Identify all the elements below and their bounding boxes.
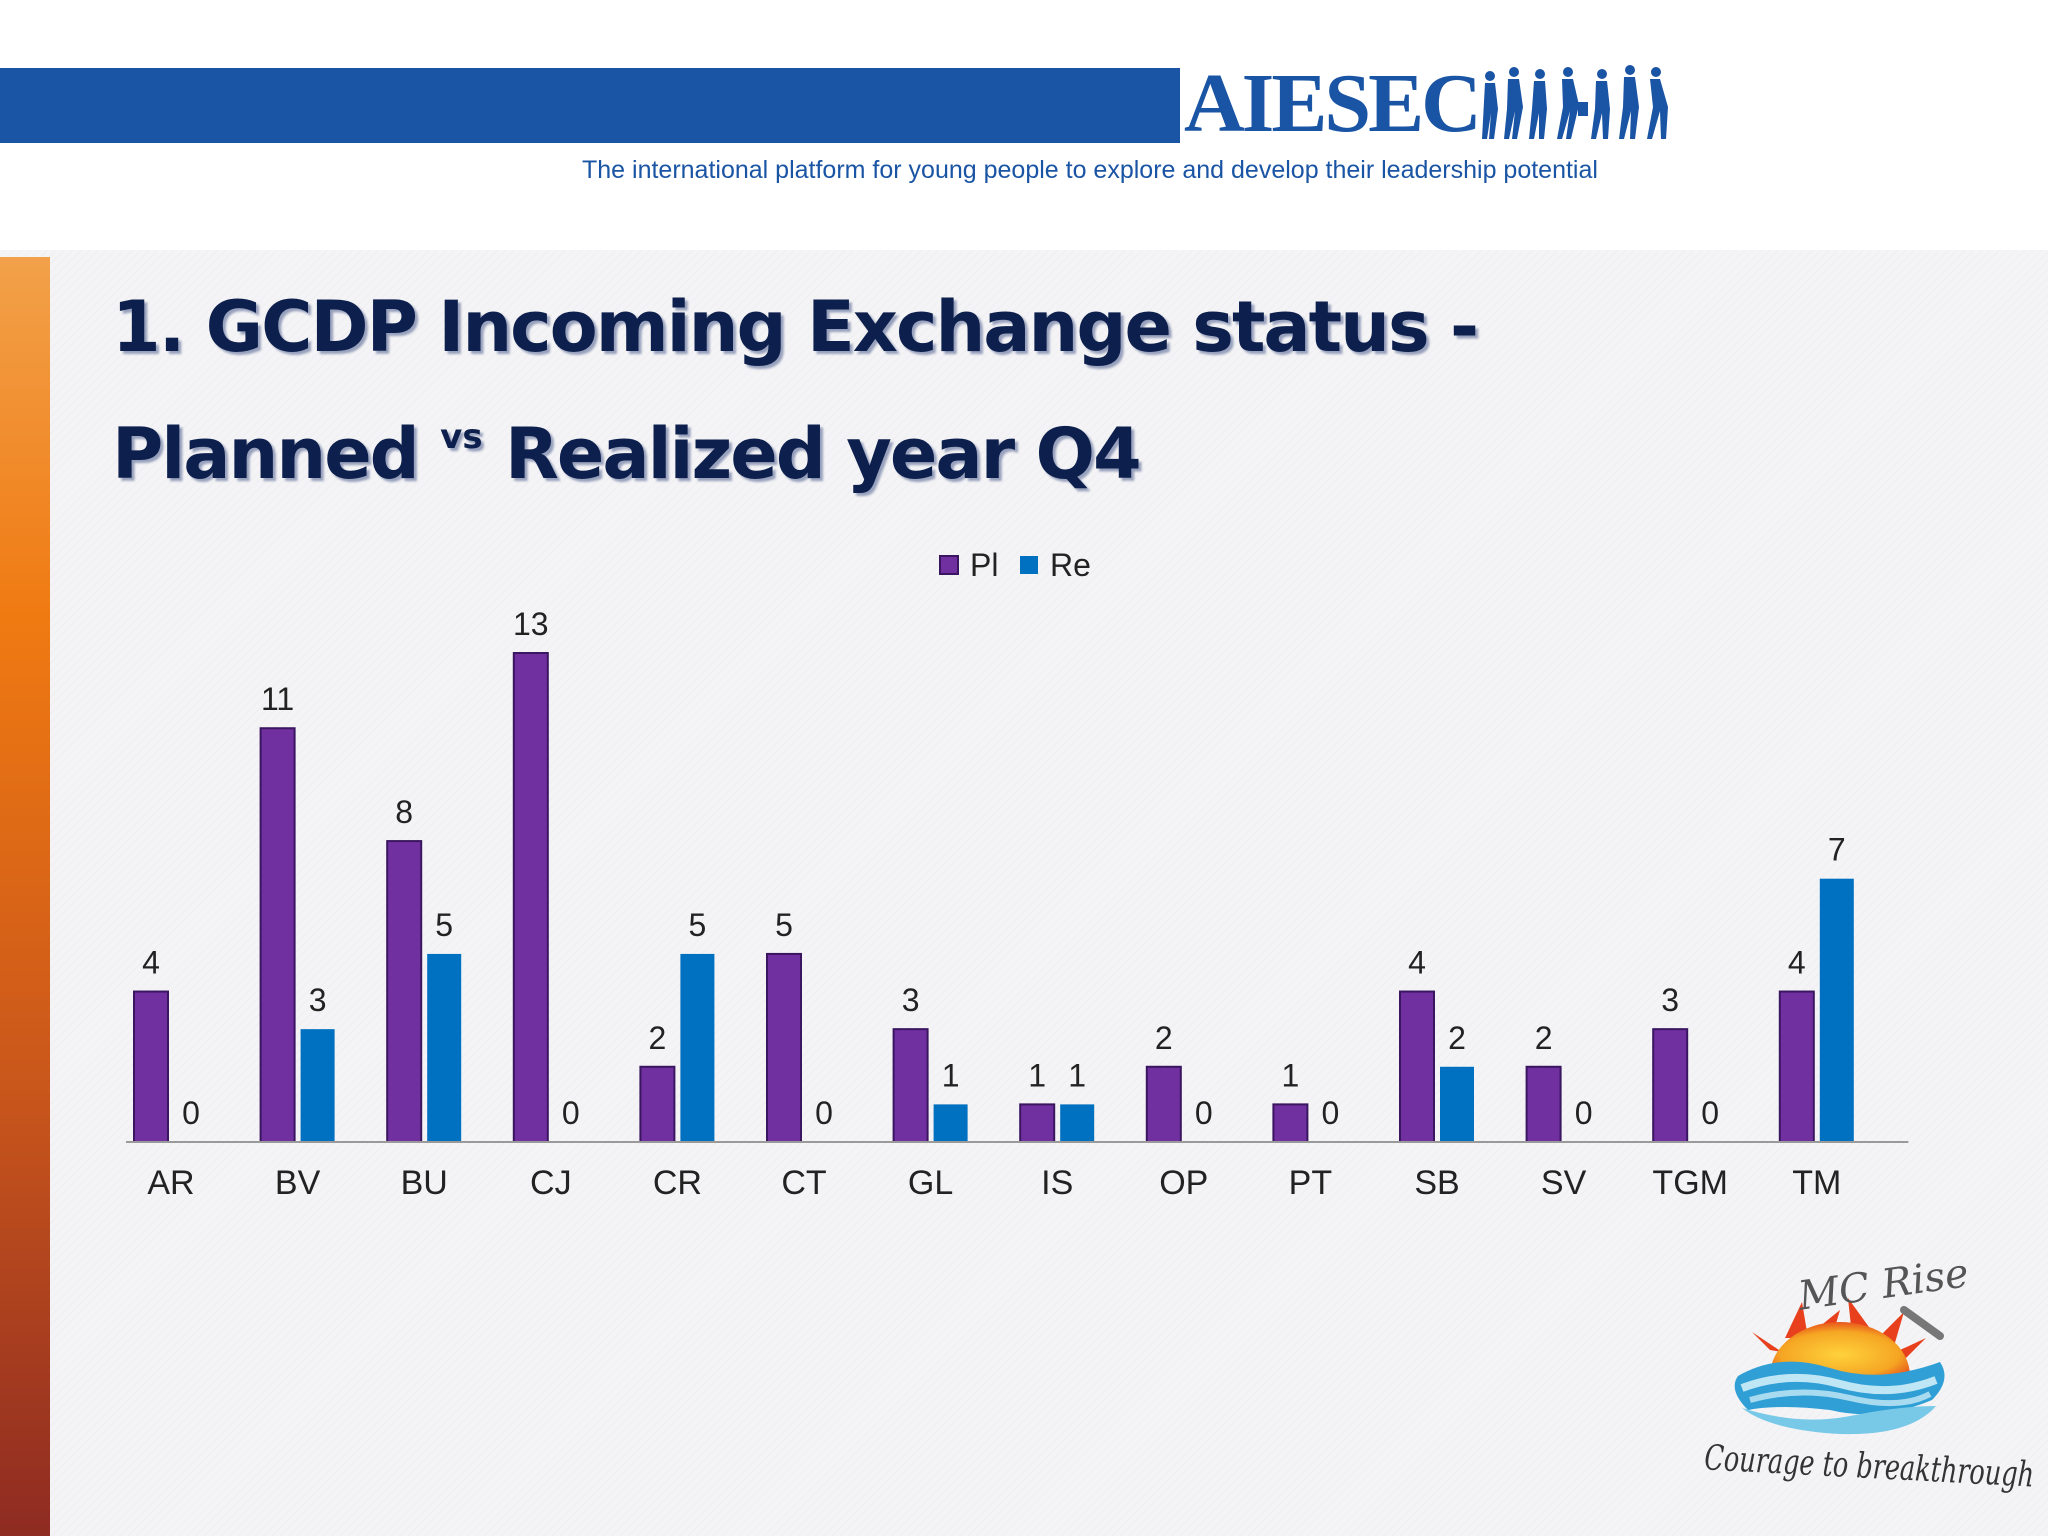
data-label-pl-pt: 1: [1282, 1057, 1300, 1093]
x-tick-label-pt: PT: [1289, 1164, 1332, 1202]
bar-re-sb: [1440, 1066, 1474, 1142]
bar-pl-ct: [766, 952, 802, 1144]
data-label-re-cr: 5: [689, 907, 707, 943]
data-label-pl-gl: 3: [902, 982, 920, 1018]
legend-label-re: Re: [1050, 547, 1091, 583]
bar-re-bv: [300, 1029, 335, 1142]
data-label-pl-ar: 4: [142, 945, 160, 981]
x-tick-label-is: IS: [1041, 1164, 1073, 1202]
data-label-re-gl: 1: [942, 1057, 960, 1093]
bar-pl-tm: [1778, 990, 1815, 1143]
logo-background: [1180, 62, 1670, 146]
bar-pl-sv: [1525, 1065, 1562, 1144]
data-label-re-is: 1: [1068, 1057, 1086, 1093]
data-label-pl-sb: 4: [1408, 945, 1426, 981]
data-label-re-sv: 0: [1575, 1095, 1593, 1131]
data-label-re-ct: 0: [815, 1095, 833, 1131]
data-label-re-cj: 0: [562, 1095, 580, 1131]
data-label-pl-ct: 5: [775, 907, 793, 943]
x-tick-label-cr: CR: [653, 1164, 702, 1202]
data-label-pl-tgm: 3: [1661, 982, 1679, 1018]
bar-pl-gl: [892, 1028, 929, 1143]
data-label-re-bu: 5: [435, 907, 453, 943]
title-line-1: 1. GCDP Incoming Exchange status -: [112, 286, 1479, 368]
legend-label-pl: Pl: [970, 547, 998, 583]
data-label-pl-cj: 13: [513, 606, 549, 642]
bar-pl-cr: [639, 1065, 676, 1144]
badge-slogan: Courage to breakthrough: [1703, 1438, 2035, 1495]
data-label-re-tgm: 0: [1701, 1095, 1719, 1131]
bar-re-is: [1060, 1104, 1095, 1142]
slide-title: 1. GCDP Incoming Exchange status - Plann…: [112, 272, 1612, 509]
data-label-pl-bu: 8: [395, 794, 413, 830]
bar-pl-op: [1145, 1065, 1182, 1144]
data-label-re-pt: 0: [1322, 1095, 1340, 1131]
bar-re-tm: [1819, 878, 1854, 1142]
bar-pl-sb: [1399, 990, 1435, 1143]
bar-pl-pt: [1272, 1103, 1309, 1144]
data-label-pl-op: 2: [1155, 1020, 1173, 1056]
x-tick-label-tgm: TGM: [1652, 1164, 1728, 1202]
title-line-2: Planned vs Realized year Q4: [112, 382, 1612, 509]
data-label-re-ar: 0: [182, 1095, 200, 1131]
badge-name: MC Rise: [1794, 1250, 1971, 1320]
bar-pl-ar: [133, 990, 169, 1143]
bar-pl-bu: [386, 840, 423, 1143]
data-label-re-tm: 7: [1828, 832, 1846, 868]
legend-swatch-pl: [939, 555, 959, 575]
side-accent-bar: [0, 257, 50, 1536]
bar-re-cr: [680, 953, 715, 1142]
x-tick-label-sv: SV: [1541, 1164, 1587, 1202]
aiesec-logo: AIESEC: [1184, 57, 1482, 150]
x-tick-label-bv: BV: [275, 1164, 321, 1202]
legend-swatch-re: [1020, 556, 1038, 574]
data-label-pl-cr: 2: [649, 1020, 667, 1056]
title-planned: Planned: [112, 413, 420, 495]
data-label-pl-sv: 2: [1535, 1020, 1553, 1056]
x-tick-label-bu: BU: [401, 1164, 448, 1202]
waves-icon: [1734, 1361, 1945, 1435]
data-label-re-sb: 2: [1448, 1020, 1466, 1056]
people-silhouette-icon: [1482, 65, 1668, 139]
bar-pl-cj: [512, 652, 549, 1143]
x-tick-label-op: OP: [1159, 1164, 1208, 1202]
x-tick-label-ct: CT: [781, 1164, 826, 1202]
x-tick-label-cj: CJ: [530, 1164, 572, 1202]
tagline: The international platform for young peo…: [582, 156, 1598, 184]
title-vs: vs: [440, 417, 483, 457]
bar-pl-is: [1019, 1103, 1056, 1144]
data-label-re-op: 0: [1195, 1095, 1213, 1131]
header-blue-band: [0, 68, 1210, 143]
bar-pl-bv: [259, 727, 296, 1143]
data-label-pl-tm: 4: [1788, 945, 1806, 981]
data-label-pl-bv: 11: [261, 681, 294, 717]
data-label-pl-is: 1: [1028, 1057, 1046, 1093]
mc-rise-badge: MC Rise Courage to breakthrough: [1703, 1250, 2035, 1495]
bar-re-bu: [427, 953, 462, 1142]
x-tick-label-tm: TM: [1792, 1164, 1841, 1202]
bar-pl-tgm: [1652, 1028, 1689, 1143]
title-realized: Realized year Q4: [504, 413, 1142, 495]
x-tick-label-sb: SB: [1414, 1164, 1459, 1202]
data-label-re-bv: 3: [309, 982, 327, 1018]
x-tick-label-ar: AR: [147, 1164, 194, 1202]
x-tick-label-gl: GL: [908, 1164, 953, 1202]
bar-re-gl: [933, 1104, 968, 1142]
